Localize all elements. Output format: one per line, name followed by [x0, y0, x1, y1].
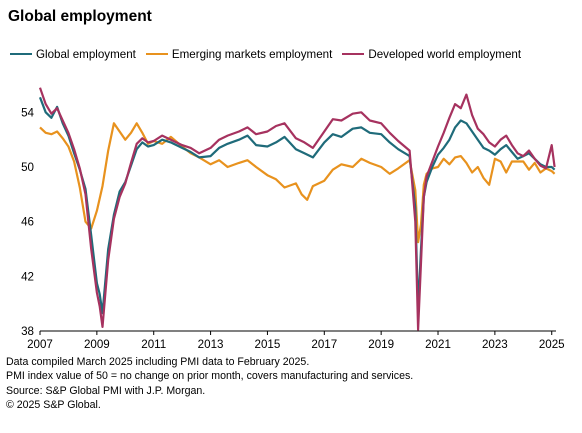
- legend-swatch-global: [10, 52, 32, 56]
- legend-item-emerging: Emerging markets employment: [145, 47, 333, 61]
- legend-item-developed: Developed world employment: [342, 48, 521, 61]
- chart-legend: Global employment Emerging markets emplo…: [10, 46, 531, 62]
- x-tick-label: 2025: [539, 338, 565, 351]
- legend-label-developed: Developed world employment: [368, 47, 522, 61]
- y-tick-label: 50: [21, 161, 34, 174]
- emerging-markets-employment-line: [39, 122, 556, 244]
- legend-label-emerging: Emerging markets employment: [171, 47, 333, 61]
- legend-item-global: Global employment: [10, 48, 136, 61]
- note-pmi-definition: PMI index value of 50 = no change on pri…: [6, 370, 414, 383]
- y-tick-label: 54: [21, 106, 34, 119]
- x-tick-label: 2021: [425, 338, 451, 351]
- x-tick-label: 2015: [255, 338, 281, 351]
- note-copyright: © 2025 S&P Global.: [6, 398, 101, 411]
- series-lines: [38, 87, 556, 331]
- x-tick-label: 2017: [311, 338, 337, 351]
- x-axis-ticks: 2007 2009 2011 2013 2015 2017 2019 2021 2023 2025: [27, 331, 565, 351]
- note-data-compiled: Data compiled March 2025 including PMI d…: [6, 356, 310, 368]
- note-source: Source: S&P Global PMI with J.P. Morgan.: [6, 384, 206, 397]
- chart-notes: Data compiled March 2025 including PMI d…: [6, 355, 413, 412]
- legend-swatch-developed: [342, 52, 365, 56]
- y-tick-label: 38: [21, 325, 34, 338]
- developed-world-employment-line: [38, 87, 556, 331]
- x-tick-label: 2019: [368, 338, 394, 351]
- y-tick-label: 46: [21, 216, 34, 229]
- y-tick-label: 42: [21, 270, 34, 283]
- x-tick-label: 2009: [84, 338, 110, 351]
- x-tick-label: 2007: [27, 338, 53, 351]
- x-tick-label: 2011: [141, 338, 166, 351]
- x-tick-label: 2023: [482, 338, 508, 351]
- y-axis-ticks: 38 42 46 50 54: [21, 106, 34, 338]
- legend-swatch-emerging: [145, 52, 168, 56]
- chart-title: Global employment: [8, 8, 152, 25]
- legend-label-global: Global employment: [36, 47, 136, 61]
- x-tick-label: 2013: [198, 338, 224, 351]
